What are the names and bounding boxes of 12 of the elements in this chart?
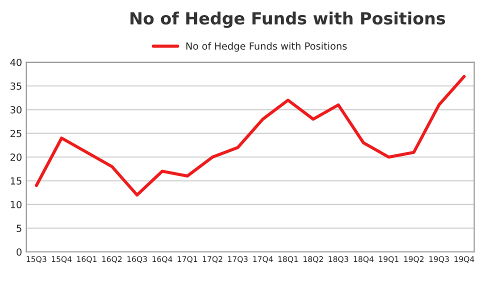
y-tick-label: 30 — [10, 106, 22, 114]
y-tick-label: 35 — [10, 82, 22, 90]
y-tick-label: 5 — [16, 224, 22, 232]
y-tick-label: 10 — [10, 200, 22, 208]
y-tick-label: 40 — [10, 58, 22, 66]
y-tick-label: 15 — [10, 177, 22, 185]
chart-title: No of Hedge Funds with Positions — [130, 12, 446, 28]
y-tick-label: 20 — [10, 154, 22, 161]
legend-label: No of Hedge Funds with Positions — [186, 42, 347, 52]
y-tick-label: 25 — [10, 130, 22, 138]
line-series — [34, 74, 466, 197]
y-tick-label: 0 — [16, 248, 22, 256]
